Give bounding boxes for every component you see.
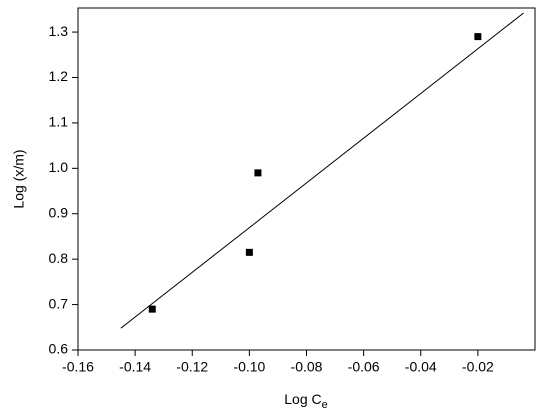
data-point [245, 248, 253, 256]
fit-line [120, 12, 524, 329]
x-tick-label: -0.06 [348, 359, 380, 375]
y-tick-label: 1.1 [49, 114, 69, 130]
x-tick-label: -0.02 [462, 359, 494, 375]
data-point [148, 305, 156, 313]
x-axis-label: Log Ce [284, 391, 327, 411]
y-tick-label: 0.9 [49, 204, 69, 220]
x-tick-label: -0.12 [176, 359, 208, 375]
x-label-main: Log C [284, 391, 321, 407]
y-tick-label: 1.3 [49, 23, 69, 39]
y-axis-label: Log (x/m) [11, 149, 27, 208]
y-tick-label: 0.6 [49, 341, 69, 357]
y-tick-label: 1.2 [49, 68, 69, 84]
x-tick-label: -0.16 [62, 359, 94, 375]
data-point [474, 33, 482, 41]
y-tick-label: 0.8 [49, 250, 69, 266]
x-tick-label: -0.14 [119, 359, 151, 375]
x-tick-label: -0.10 [233, 359, 265, 375]
x-tick-label: -0.04 [405, 359, 437, 375]
plot-frame [77, 7, 536, 351]
x-tick-label: -0.08 [291, 359, 323, 375]
x-label-sub: e [322, 399, 328, 411]
y-tick-label: 0.7 [49, 295, 69, 311]
data-point [254, 169, 262, 177]
y-tick-label: 1.0 [49, 159, 69, 175]
